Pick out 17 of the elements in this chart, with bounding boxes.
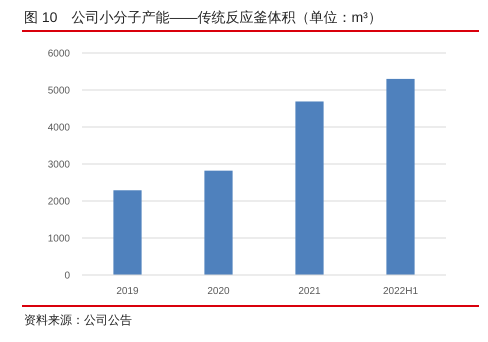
bar: [295, 101, 324, 275]
y-tick-label: 4000: [48, 122, 70, 134]
y-tick-label: 5000: [48, 86, 70, 96]
y-tick-label: 0: [64, 270, 70, 282]
bar: [113, 190, 142, 275]
x-tick-label: 2020: [207, 286, 230, 297]
x-tick-label: 2021: [298, 286, 322, 297]
x-tick-label: 2022H1: [382, 286, 418, 297]
text: 资料来源：公司公告: [24, 313, 132, 327]
y-tick-label: 3000: [48, 160, 70, 170]
y-tick-label: 6000: [48, 48, 70, 60]
bar: [386, 78, 415, 275]
chart-title: 图 10 公司小分子产能——传统反应釜体积（单位：m³）: [24, 9, 382, 25]
y-tick-label: 1000: [48, 234, 70, 244]
bar: [204, 170, 233, 275]
y-tick-label: 2000: [48, 196, 70, 208]
x-tick-label: 2019: [116, 286, 140, 297]
